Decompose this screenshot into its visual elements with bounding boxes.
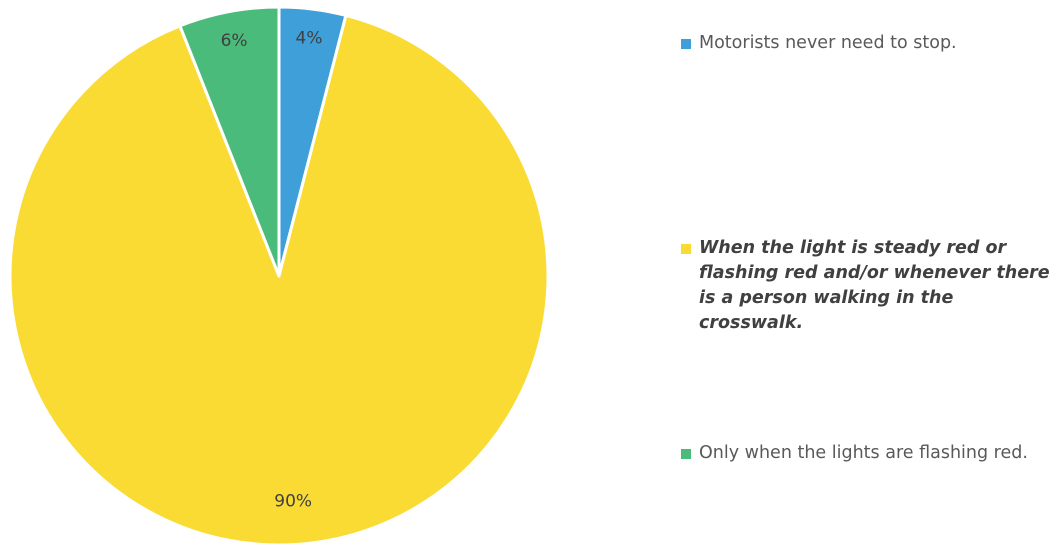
- data-label-never-stop: 4%: [296, 29, 323, 49]
- legend-swatch-never-stop: [681, 39, 691, 49]
- legend-item-never-stop: Motorists never need to stop.: [681, 31, 1061, 56]
- legend-swatch-steady-red: [681, 244, 691, 254]
- data-label-flashing-red: 6%: [221, 31, 248, 51]
- legend-swatch-flashing-red: [681, 449, 691, 459]
- chart-legend: Motorists never need to stop. When the l…: [681, 0, 1061, 544]
- data-label-steady-red: 90%: [274, 492, 312, 512]
- legend-item-steady-red: When the light is steady red or flashing…: [681, 236, 1061, 336]
- legend-label-never-stop: Motorists never need to stop.: [699, 33, 957, 53]
- legend-label-steady-red: When the light is steady red or flashing…: [699, 238, 1050, 333]
- pie-slice-steady-red: [8, 13, 550, 544]
- pie-slices: [8, 5, 550, 544]
- legend-label-flashing-red: Only when the lights are flashing red.: [699, 443, 1028, 463]
- legend-item-flashing-red: Only when the lights are flashing red.: [681, 441, 1061, 466]
- pie-slice-flashing-red: [178, 5, 281, 278]
- pie-data-labels: 4% 90% 6%: [221, 29, 323, 512]
